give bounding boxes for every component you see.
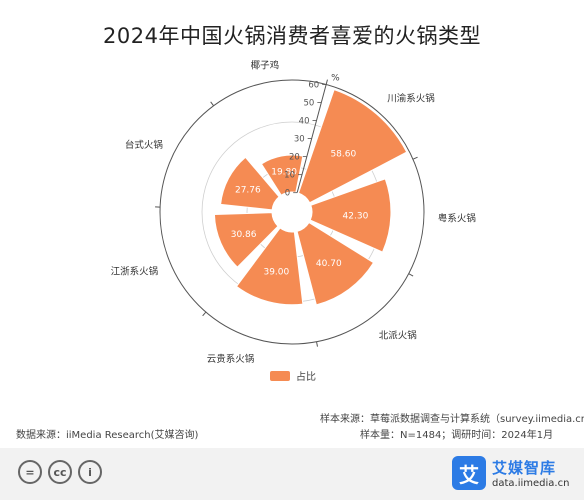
- center-hole: [278, 198, 306, 226]
- license-icons: = cc i: [18, 460, 102, 484]
- radial-tick-label: 20: [289, 153, 300, 163]
- category-label: 云贵系火锅: [207, 353, 255, 365]
- bar-value-label: 27.76: [235, 186, 261, 196]
- chart-title: 2024年中国火锅消费者喜爱的火锅类型: [103, 24, 481, 48]
- radial-tick-label: 50: [304, 99, 315, 109]
- angle-tick: [202, 311, 207, 317]
- angle-tick: [408, 273, 414, 277]
- category-label: 椰子鸡: [251, 60, 280, 72]
- brand-name: 艾媒智库: [492, 459, 557, 477]
- bar-value-label: 40.70: [316, 259, 342, 269]
- polar-bar[interactable]: [309, 178, 392, 253]
- radial-unit-label: %: [331, 73, 340, 83]
- polar-grid-ring: [159, 79, 425, 345]
- category-label: 粤系火锅: [438, 212, 476, 224]
- category-label: 台式火锅: [125, 139, 163, 151]
- equals-icon: =: [18, 460, 42, 484]
- polar-bar[interactable]: [296, 221, 375, 306]
- bar-value-label: 58.60: [330, 149, 356, 159]
- polar-bar[interactable]: [260, 154, 304, 196]
- radial-tick-label: 0: [285, 189, 290, 199]
- polar-bar[interactable]: [297, 89, 408, 204]
- brand[interactable]: 艾 艾媒智库 data.iimedia.cn: [452, 456, 569, 490]
- sample-source: 样本来源：草莓派数据调查与计算系统（survey.iimedia.cn）: [320, 414, 584, 425]
- radial-tick-label: 10: [284, 171, 295, 181]
- person-icon: i: [78, 460, 102, 484]
- angle-tick: [210, 101, 215, 107]
- polar-bar[interactable]: [235, 227, 304, 306]
- angle-tick: [316, 341, 318, 347]
- bar-value-label: 42.30: [343, 211, 369, 221]
- category-label: 北派火锅: [379, 330, 417, 341]
- bar-value-label: 30.86: [231, 230, 257, 240]
- radial-tick-label: 30: [294, 135, 305, 145]
- radial-tick-label: 40: [299, 117, 310, 127]
- category-label: 江浙系火锅: [111, 265, 159, 277]
- sample-size: 样本量：N=1484；调研时间：2024年1月: [360, 430, 554, 441]
- category-label: 川渝系火锅: [387, 92, 435, 104]
- radial-tick-label: 60: [308, 80, 319, 90]
- angle-tick: [325, 79, 328, 85]
- bar-value-label: 39.00: [263, 267, 289, 277]
- brand-url: data.iimedia.cn: [492, 478, 570, 489]
- bar-value-label: 19.80: [271, 167, 297, 177]
- polar-bar[interactable]: [213, 212, 279, 268]
- legend-swatch: [270, 370, 290, 381]
- data-source: 数据来源：iiMedia Research(艾媒咨询): [16, 430, 199, 441]
- polar-bar[interactable]: [220, 156, 280, 211]
- brand-logo-icon: 艾: [452, 456, 486, 490]
- cc-icon: cc: [48, 460, 72, 484]
- chart-legend[interactable]: 占比: [270, 368, 316, 383]
- legend-label: 占比: [296, 372, 316, 383]
- angle-tick: [412, 156, 418, 160]
